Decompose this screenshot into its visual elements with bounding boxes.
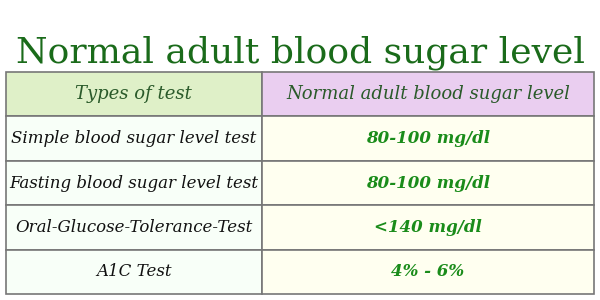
Bar: [6, 205, 262, 250]
Text: A1C Test: A1C Test: [96, 263, 172, 280]
Bar: [6, 250, 262, 294]
Text: Simple blood sugar level test: Simple blood sugar level test: [11, 130, 257, 147]
Bar: [262, 72, 594, 116]
Text: Normal adult blood sugar level: Normal adult blood sugar level: [16, 36, 584, 70]
Bar: [262, 250, 594, 294]
Bar: [262, 205, 594, 250]
Text: 80-100 mg/dl: 80-100 mg/dl: [366, 130, 490, 147]
Text: 4% - 6%: 4% - 6%: [391, 263, 464, 280]
Text: <140 mg/dl: <140 mg/dl: [374, 219, 482, 236]
Bar: [262, 116, 594, 161]
Text: Types of test: Types of test: [76, 85, 193, 103]
Text: Oral-Glucose-Tolerance-Test: Oral-Glucose-Tolerance-Test: [15, 219, 253, 236]
Bar: [6, 72, 262, 116]
Text: 80-100 mg/dl: 80-100 mg/dl: [366, 175, 490, 191]
Text: Normal adult blood sugar level: Normal adult blood sugar level: [286, 85, 570, 103]
Text: Fasting blood sugar level test: Fasting blood sugar level test: [10, 175, 259, 191]
Bar: [262, 161, 594, 205]
Bar: [6, 116, 262, 161]
Bar: [6, 161, 262, 205]
